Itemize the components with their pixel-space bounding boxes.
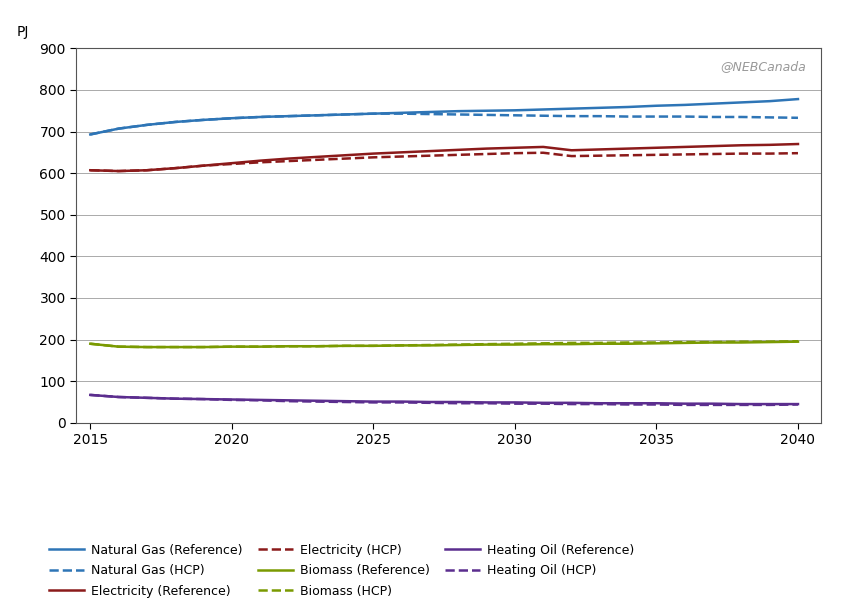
Text: PJ: PJ: [17, 25, 30, 39]
Text: @NEBCanada: @NEBCanada: [720, 60, 805, 72]
Legend: Natural Gas (Reference), Natural Gas (HCP), Electricity (Reference), Electricity: Natural Gas (Reference), Natural Gas (HC…: [48, 544, 634, 598]
